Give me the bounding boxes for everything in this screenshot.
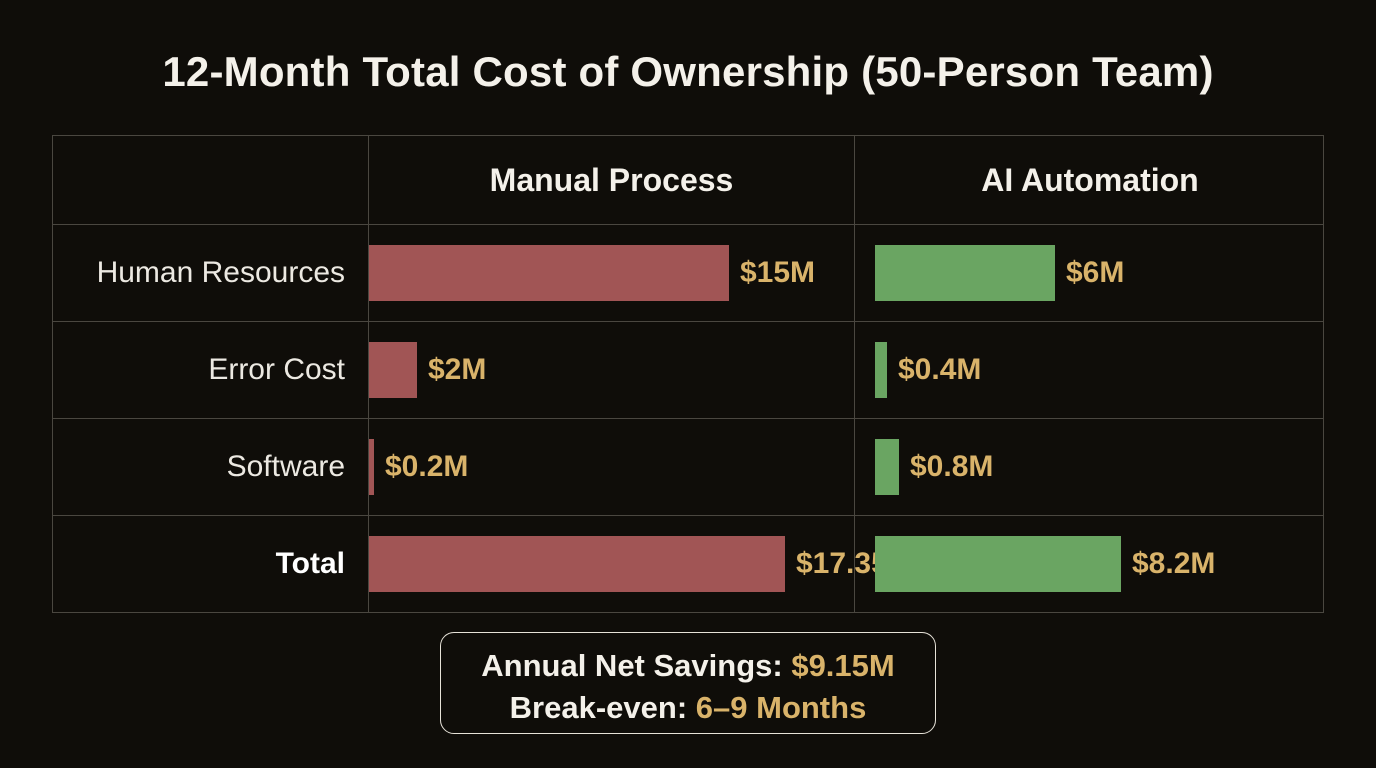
row-divider [53,321,1323,322]
column-header-manual: Manual Process [489,162,734,198]
net-savings-line: Annual Net Savings: $9.15M [441,645,935,687]
net-savings-label: Annual Net Savings: [481,648,783,683]
bar-manual-total [369,536,785,592]
value-label-ai-error-cost: $0.4M [898,353,982,386]
row-divider [53,418,1323,419]
value-label-manual-human-resources: $15M [740,256,816,289]
bar-manual-human-resources [369,245,729,301]
break-even-label: Break-even: [509,690,688,725]
cost-comparison-table: Manual Process AI Automation Human Resou… [52,135,1324,613]
bar-manual-software [369,439,374,495]
value-label-ai-human-resources: $6M [1066,256,1125,289]
bar-manual-error-cost [369,342,417,398]
row-label-software: Software [226,450,345,483]
column-divider [368,136,369,612]
row-divider [53,515,1323,516]
chart-title: 12-Month Total Cost of Ownership (50-Per… [162,48,1214,95]
value-label-ai-total: $8.2M [1132,547,1216,580]
break-even-line: Break-even: 6–9 Months [441,687,935,729]
bar-ai-human-resources [875,245,1055,301]
row-label-total: Total [275,547,345,580]
row-label-error-cost: Error Cost [208,353,345,386]
row-label-human-resources: Human Resources [96,256,345,289]
break-even-value: 6–9 Months [695,690,867,725]
bar-ai-error-cost [875,342,887,398]
value-label-manual-error-cost: $2M [428,353,487,386]
net-savings-value: $9.15M [791,648,895,683]
column-divider [854,136,855,612]
row-divider [53,224,1323,225]
value-label-ai-software: $0.8M [910,450,994,483]
savings-summary-box: Annual Net Savings: $9.15M Break-even: 6… [440,632,936,734]
column-header-ai: AI Automation [981,162,1199,198]
bar-ai-software [875,439,899,495]
bar-ai-total [875,536,1121,592]
value-label-manual-software: $0.2M [385,450,469,483]
